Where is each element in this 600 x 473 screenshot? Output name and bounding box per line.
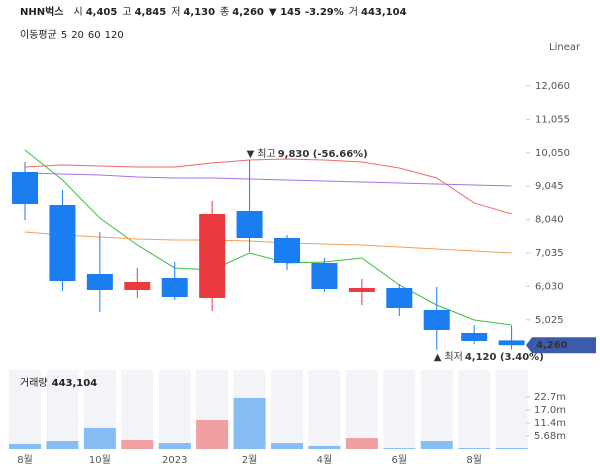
last-price-tag <box>526 337 596 354</box>
annotation: ▲ 최저 4,120 (3.40%) <box>434 351 544 363</box>
volume-column <box>420 370 453 449</box>
volume-column <box>495 370 528 449</box>
header-label: 종 <box>220 6 229 18</box>
scale-toggle[interactable]: Linear <box>549 42 581 53</box>
chart-title: NHN벅스 <box>20 5 64 18</box>
candle-body <box>86 273 113 290</box>
legend-entry: 5 <box>61 30 67 41</box>
volume-bar <box>308 446 341 449</box>
legend-title: 이동평균 <box>20 29 57 41</box>
volume-tick-label: 11.4m <box>534 418 566 429</box>
change-rate: -3.29% <box>305 7 344 18</box>
volume-tick-label: 22.7m <box>534 392 566 403</box>
y-tick-label: 12,060 <box>535 81 570 92</box>
volume-column <box>158 370 191 449</box>
annotation-value: 4,120 (3.40%) <box>465 352 544 363</box>
annotation-label: 최고 <box>257 148 275 160</box>
y-tick-label: 8,040 <box>535 215 564 226</box>
y-tick-label: 5,025 <box>535 315 564 326</box>
volume-value: 443,104 <box>361 7 407 18</box>
volume-bar <box>233 397 266 449</box>
candle-body <box>348 287 375 292</box>
candle-body <box>274 237 301 263</box>
volume-bar <box>158 443 191 449</box>
moving-average-line <box>24 158 512 215</box>
volume-bar <box>383 448 416 449</box>
volume-bar <box>196 419 229 449</box>
volume-column <box>308 370 341 449</box>
moving-average-line <box>24 172 512 187</box>
header-label: 고 <box>122 7 131 18</box>
y-tick-label: 6,030 <box>535 281 564 292</box>
annotation-label: 최저 <box>444 351 462 363</box>
volume-column <box>383 370 416 449</box>
header-value: 4,845 <box>135 7 167 18</box>
candle-body <box>461 332 488 341</box>
volume-bar <box>9 443 41 449</box>
x-tick-label: 2월 <box>242 454 258 466</box>
volume-bar <box>420 440 453 449</box>
y-tick-label: 11,055 <box>535 114 570 125</box>
volume-bar <box>46 440 79 449</box>
volume-column <box>46 370 79 449</box>
legend-entry: 120 <box>105 30 124 41</box>
change-value: ▼ 145 <box>269 7 301 18</box>
header-value: 4,405 <box>86 7 118 18</box>
header-label: 저 <box>171 6 180 18</box>
x-tick-label: 10월 <box>89 454 111 466</box>
header-label: 시 <box>74 6 83 18</box>
x-tick-label: 4월 <box>317 454 333 466</box>
x-tick-label: 2023 <box>162 455 187 466</box>
legend-entry: 60 <box>88 30 101 41</box>
volume-column <box>458 370 491 449</box>
volume-title: 거래량 <box>20 377 48 389</box>
candle-body <box>311 262 338 289</box>
candle-body <box>423 309 450 330</box>
volume-current: 443,104 <box>52 378 98 389</box>
y-tick-label: 7,035 <box>535 248 564 259</box>
volume-bar <box>271 443 304 449</box>
volume-column <box>9 370 41 449</box>
volume-bar <box>121 440 154 449</box>
last-price-label: 4,260 <box>536 340 568 351</box>
volume-column <box>271 370 304 449</box>
volume-bar <box>495 447 528 449</box>
volume-bar <box>83 427 116 449</box>
candle-body <box>199 213 226 298</box>
volume-label: 거 <box>349 6 358 18</box>
volume-tick-label: 17.0m <box>534 405 566 416</box>
annotation-value: 9,830 (-56.66%) <box>278 149 368 160</box>
volume-bar <box>345 438 378 449</box>
moving-average-line <box>24 231 512 254</box>
candle-body <box>161 278 188 297</box>
candle-body <box>498 340 525 346</box>
y-tick-label: 10,050 <box>535 148 570 159</box>
x-tick-label: 6월 <box>392 454 408 466</box>
volume-column <box>345 370 378 449</box>
volume-bar <box>458 448 491 449</box>
y-tick-label: 9,045 <box>535 181 564 192</box>
volume-tick-label: 5.68m <box>534 431 566 442</box>
annotation: ▼ 최고 9,830 (-56.66%) <box>247 148 368 160</box>
annotation-marker: ▼ <box>247 149 255 160</box>
candle-body <box>49 204 76 282</box>
header-value: 4,260 <box>232 7 264 18</box>
candle-body <box>236 210 263 238</box>
candle-body <box>124 282 151 290</box>
moving-average-line <box>24 149 512 326</box>
candle-body <box>12 171 38 205</box>
header-value: 4,130 <box>183 7 215 18</box>
annotation-marker: ▲ <box>434 352 442 363</box>
legend-entry: 20 <box>71 30 84 41</box>
x-tick-label: 8월 <box>466 454 482 466</box>
candle-body <box>386 287 413 308</box>
x-tick-label: 8월 <box>17 454 33 466</box>
volume-column <box>121 370 154 449</box>
